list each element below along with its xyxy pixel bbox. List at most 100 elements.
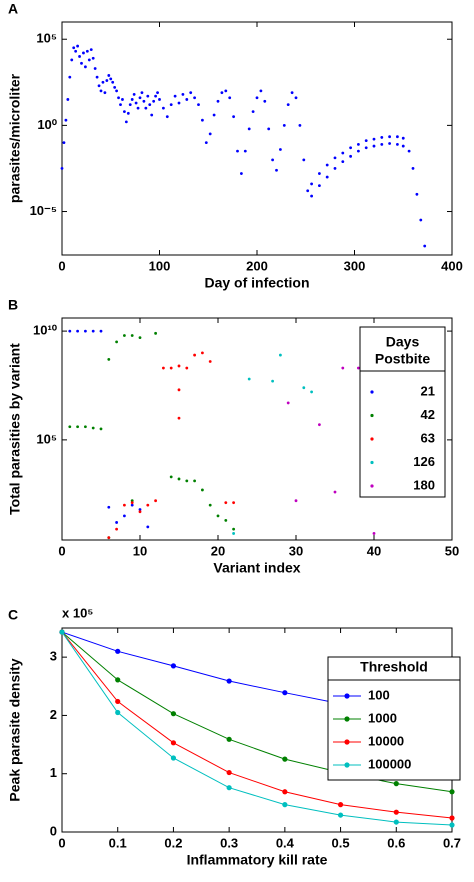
data-point bbox=[177, 477, 181, 481]
data-point bbox=[124, 120, 128, 124]
data-point bbox=[72, 46, 76, 50]
data-point bbox=[150, 113, 154, 117]
x-tick-label: 0 bbox=[58, 835, 65, 850]
data-point bbox=[140, 91, 144, 95]
data-point bbox=[91, 426, 95, 430]
data-marker bbox=[282, 756, 288, 762]
data-point bbox=[156, 91, 159, 95]
data-point bbox=[109, 77, 113, 81]
x-tick-label: 300 bbox=[344, 258, 366, 273]
data-marker bbox=[282, 690, 288, 696]
data-point bbox=[423, 244, 427, 248]
x-tick-label: 30 bbox=[289, 543, 303, 558]
data-point bbox=[415, 192, 419, 196]
data-point bbox=[142, 99, 146, 103]
legend-swatch bbox=[344, 716, 350, 722]
data-marker bbox=[393, 809, 399, 815]
data-point bbox=[123, 110, 126, 114]
data-marker bbox=[337, 802, 344, 808]
legend-label: 42 bbox=[421, 407, 435, 422]
data-point bbox=[208, 360, 212, 363]
y-tick-label: 10⁻⁵ bbox=[30, 203, 57, 218]
data-point bbox=[232, 527, 236, 531]
legend-title: Threshold bbox=[360, 659, 428, 675]
data-point bbox=[76, 329, 79, 333]
data-point bbox=[128, 103, 132, 107]
legend-label: 100 bbox=[368, 687, 390, 702]
data-point bbox=[177, 101, 181, 105]
data-point bbox=[85, 49, 89, 53]
data-point bbox=[279, 353, 282, 357]
data-point bbox=[68, 329, 72, 333]
data-line bbox=[61, 631, 453, 826]
data-point bbox=[333, 166, 337, 170]
y-tick-label: 10⁰ bbox=[37, 117, 57, 132]
data-point bbox=[93, 67, 97, 70]
x-tick-label: 0 bbox=[58, 258, 65, 273]
data-marker bbox=[282, 802, 288, 808]
data-point bbox=[123, 503, 126, 507]
data-point bbox=[64, 118, 68, 122]
data-marker bbox=[449, 822, 455, 828]
data-point bbox=[243, 149, 247, 153]
data-point bbox=[325, 175, 329, 179]
data-point bbox=[310, 194, 313, 198]
legend-label: 10000 bbox=[368, 733, 404, 748]
legend-swatch bbox=[344, 739, 350, 745]
data-point bbox=[232, 532, 236, 535]
data-point bbox=[271, 379, 274, 383]
data-marker bbox=[59, 629, 65, 635]
data-point bbox=[146, 94, 150, 98]
y-tick-label: 0 bbox=[50, 823, 57, 838]
data-point bbox=[68, 75, 72, 79]
data-point bbox=[144, 106, 148, 110]
data-point bbox=[364, 139, 368, 143]
data-marker bbox=[393, 819, 399, 825]
data-point bbox=[193, 479, 197, 483]
data-marker bbox=[449, 789, 455, 795]
data-point bbox=[341, 160, 345, 164]
data-marker bbox=[170, 740, 177, 746]
data-point bbox=[117, 96, 120, 100]
data-point bbox=[115, 340, 118, 344]
data-point bbox=[173, 94, 177, 98]
legend-swatch bbox=[370, 413, 374, 418]
data-point bbox=[115, 527, 118, 531]
x-tick-label: 0.2 bbox=[164, 835, 182, 850]
data-point bbox=[341, 151, 345, 155]
y-tick-label: 1 bbox=[50, 765, 57, 780]
data-marker bbox=[115, 648, 121, 654]
data-point bbox=[325, 163, 329, 167]
data-point bbox=[154, 499, 158, 503]
data-point bbox=[80, 61, 83, 65]
data-marker bbox=[226, 678, 232, 684]
x-tick-label: 10 bbox=[133, 543, 147, 558]
data-point bbox=[357, 149, 360, 153]
data-point bbox=[267, 127, 271, 131]
data-point bbox=[103, 91, 107, 95]
data-point bbox=[282, 123, 286, 127]
y-tick-label: 2 bbox=[50, 707, 57, 722]
data-point bbox=[302, 158, 306, 162]
data-point bbox=[318, 172, 321, 175]
data-point bbox=[228, 96, 232, 100]
data-point bbox=[279, 148, 282, 151]
x-tick-label: 0 bbox=[58, 543, 65, 558]
data-point bbox=[364, 146, 368, 150]
data-point bbox=[115, 521, 118, 524]
data-point bbox=[290, 91, 294, 95]
data-point bbox=[220, 91, 224, 95]
data-point bbox=[132, 92, 136, 96]
data-point bbox=[259, 89, 263, 93]
data-point bbox=[107, 74, 111, 77]
data-point bbox=[216, 99, 220, 103]
data-point bbox=[84, 329, 87, 333]
data-point bbox=[401, 144, 405, 148]
data-point bbox=[91, 56, 95, 60]
legend-title: Days bbox=[386, 334, 420, 350]
data-point bbox=[236, 149, 239, 153]
y-multiplier: x 10⁵ bbox=[62, 605, 93, 620]
legend-label: 21 bbox=[421, 383, 435, 398]
data-point bbox=[189, 91, 193, 95]
data-point bbox=[232, 115, 236, 119]
